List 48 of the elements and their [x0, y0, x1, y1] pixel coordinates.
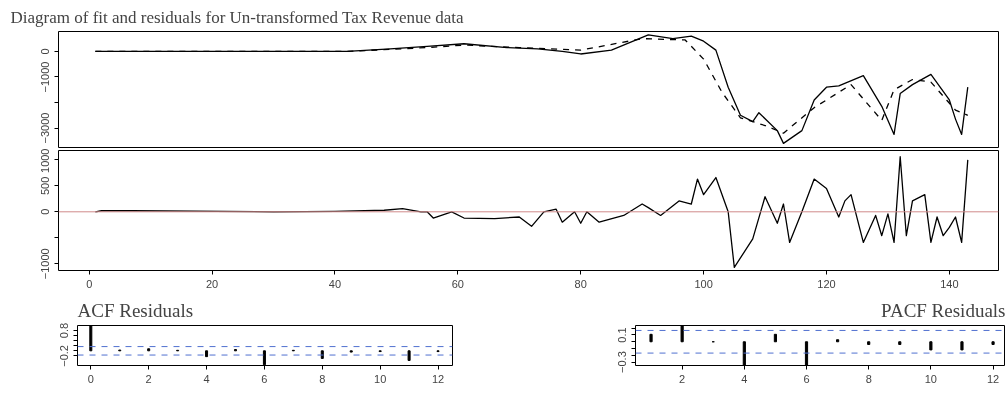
y-tick-label: −3000 [39, 112, 52, 144]
x-tick-label: 12 [986, 372, 1000, 385]
bar [680, 325, 684, 343]
chart-title: PACF Residuals [881, 299, 1006, 321]
bar [89, 325, 93, 352]
x-tick-label: 0 [87, 372, 94, 385]
y-tick-label: 1000 [39, 148, 52, 173]
y-tick-label: −1000 [39, 248, 52, 280]
y-tick-label: −1000 [39, 61, 52, 93]
bar [147, 348, 151, 352]
x-tick-label: 2 [679, 372, 686, 385]
bar [960, 341, 964, 351]
bar [407, 350, 411, 361]
x-tick-label: 0 [86, 277, 93, 290]
x-tick-label: 6 [261, 372, 268, 385]
y-tick-label: 0 [39, 208, 52, 215]
y-tick-label: 500 [39, 176, 52, 195]
x-tick-label: 60 [451, 277, 464, 290]
bar [205, 350, 209, 358]
x-tick-label: 10 [374, 372, 387, 385]
x-tick-label: 8 [319, 372, 326, 385]
x-tick-label: 2 [145, 372, 152, 385]
bar [867, 341, 871, 345]
chart-title: ACF Residuals [77, 299, 194, 321]
bar [836, 339, 840, 343]
bar [773, 333, 777, 343]
x-tick-label: 140 [940, 277, 959, 290]
x-tick-label: 4 [741, 372, 748, 385]
bar [929, 341, 933, 351]
x-tick-label: 100 [694, 277, 713, 290]
x-tick-label: 120 [817, 277, 836, 290]
y-tick-label: −0.2 [58, 345, 71, 367]
x-tick-label: 12 [431, 372, 445, 385]
x-tick-label: 80 [574, 277, 587, 290]
bar [991, 341, 995, 345]
x-tick-label: 20 [205, 277, 219, 290]
chart-title: Diagram of fit and residuals for Un-transformed Tax Revenue data [10, 7, 465, 27]
y-tick-label: 0.8 [58, 322, 71, 339]
y-tick-label: −0.3 [616, 351, 629, 373]
x-tick-label: 4 [203, 372, 210, 385]
bar [649, 333, 653, 343]
y-tick-label: 0 [39, 48, 52, 55]
bar [898, 341, 902, 345]
x-tick-label: 10 [924, 372, 938, 385]
y-tick-label: 0.1 [616, 327, 629, 343]
x-tick-label: 40 [328, 277, 342, 290]
x-tick-label: 6 [803, 372, 810, 385]
x-tick-label: 8 [865, 372, 872, 385]
